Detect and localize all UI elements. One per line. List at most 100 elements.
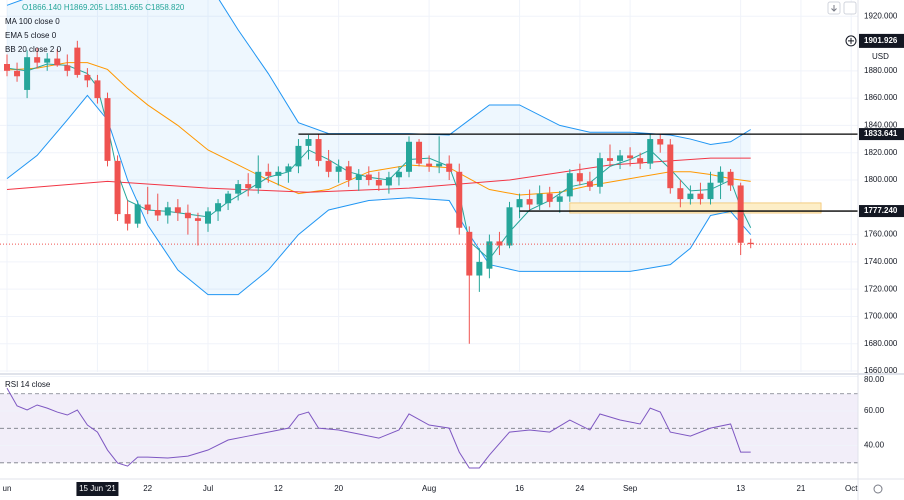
- price-label-box: [859, 205, 904, 218]
- indicator-line: [6, 157, 751, 193]
- candle-body: [546, 193, 553, 202]
- candle-body: [235, 184, 242, 194]
- y-tick-label: 1740.000: [864, 257, 898, 266]
- candle-body: [657, 139, 664, 145]
- y-tick-label: 1840.000: [864, 121, 898, 130]
- ohlc-legend: O1866.140 H1869.205 L1851.665 C1858.820: [22, 3, 185, 12]
- rsi-line: [6, 387, 751, 469]
- add-alert-icon: [848, 37, 854, 44]
- candle-body: [4, 64, 10, 71]
- legend-entry: MA 100 close 0: [5, 17, 60, 26]
- candle-body: [134, 204, 141, 224]
- candle-body: [516, 199, 523, 208]
- candle-body: [164, 207, 171, 216]
- x-tick-label: 16: [515, 484, 524, 493]
- candle-body: [14, 70, 21, 77]
- currency-label: USD: [872, 52, 889, 61]
- candle-body: [617, 155, 624, 161]
- price-label-box: [859, 128, 904, 141]
- candle-body: [154, 210, 161, 216]
- candle-body: [426, 163, 433, 167]
- candle-body: [687, 193, 694, 200]
- x-tick-label: 15 Jun '21: [79, 484, 116, 493]
- candle-body: [737, 185, 744, 243]
- settings-gear[interactable]: [873, 484, 883, 494]
- price-label: 1833.641: [864, 129, 898, 138]
- candle-body: [44, 58, 51, 63]
- x-tick-label: 22: [143, 484, 152, 493]
- crosshair-date-box: [76, 482, 119, 496]
- x-tick-label: 12: [274, 484, 283, 493]
- candle-body: [265, 171, 272, 176]
- candle-body: [355, 174, 362, 180]
- candle-body: [416, 141, 423, 164]
- x-tick-label: 24: [575, 484, 584, 493]
- candle-body: [305, 139, 312, 146]
- candle-body: [566, 173, 573, 197]
- settings-button[interactable]: [843, 1, 857, 15]
- alert-label: 1901.926: [864, 36, 898, 45]
- y-tick-label: 1720.000: [864, 284, 898, 293]
- candle-body: [84, 74, 91, 81]
- candle-body: [486, 241, 493, 269]
- candle-body: [215, 203, 222, 212]
- price-label: 1777.240: [864, 206, 898, 215]
- x-tick-label: Aug: [422, 484, 436, 493]
- candle-body: [225, 193, 232, 204]
- candle-body: [707, 182, 714, 200]
- candle-body: [627, 155, 634, 159]
- candle-body: [576, 173, 583, 182]
- candle-body: [325, 160, 332, 172]
- candle-body: [466, 231, 473, 276]
- zone: [569, 202, 822, 214]
- y-tick-label: 1920.000: [864, 11, 898, 20]
- candle-body: [406, 141, 412, 172]
- y-tick-label: 1820.000: [864, 148, 898, 157]
- candle-body: [114, 160, 121, 215]
- candle-body: [637, 158, 644, 164]
- candle-body: [315, 139, 322, 161]
- candle-body: [275, 171, 282, 176]
- legend-entry: EMA 5 close 0: [5, 31, 57, 40]
- candle-body: [24, 57, 31, 90]
- candle-body: [436, 163, 443, 167]
- candle-body: [607, 158, 613, 161]
- candle-body: [395, 171, 402, 178]
- candle-body: [205, 211, 211, 224]
- x-tick-label: Sep: [623, 484, 638, 493]
- candle-body: [727, 171, 734, 186]
- candle-body: [667, 144, 674, 189]
- y-tick-label: 60.00: [864, 406, 885, 415]
- y-tick-label: 1760.000: [864, 230, 898, 239]
- price-pane: [0, 0, 858, 372]
- candle-body: [124, 214, 131, 224]
- y-tick-label: 1680.000: [864, 339, 898, 348]
- candle-body: [255, 171, 262, 189]
- candle-body: [74, 47, 81, 75]
- candle-body: [536, 193, 543, 205]
- y-tick-label: 1700.000: [864, 312, 898, 321]
- candle-body: [586, 181, 593, 187]
- x-tick-label: 20: [334, 484, 343, 493]
- bollinger-lower: [6, 94, 752, 296]
- candle-body: [526, 199, 533, 205]
- scroll-icon: [831, 5, 837, 12]
- candle-body: [245, 184, 252, 189]
- candle-body: [104, 98, 111, 161]
- candle-body: [556, 196, 563, 202]
- y-tick-label: 1800.000: [864, 175, 898, 184]
- legend-entry: BB 20 close 2 0: [5, 45, 62, 54]
- x-tick-label: Jul: [203, 484, 213, 493]
- rsi-title: RSI 14 close: [5, 380, 51, 389]
- candle-body: [506, 207, 513, 246]
- x-tick-label: Oct: [845, 484, 858, 493]
- candle-body: [365, 174, 372, 180]
- candle-body: [34, 57, 41, 63]
- candle-body: [295, 145, 302, 167]
- candle-body: [184, 212, 191, 219]
- candle-body: [747, 242, 754, 245]
- y-tick-label: 80.00: [864, 375, 885, 384]
